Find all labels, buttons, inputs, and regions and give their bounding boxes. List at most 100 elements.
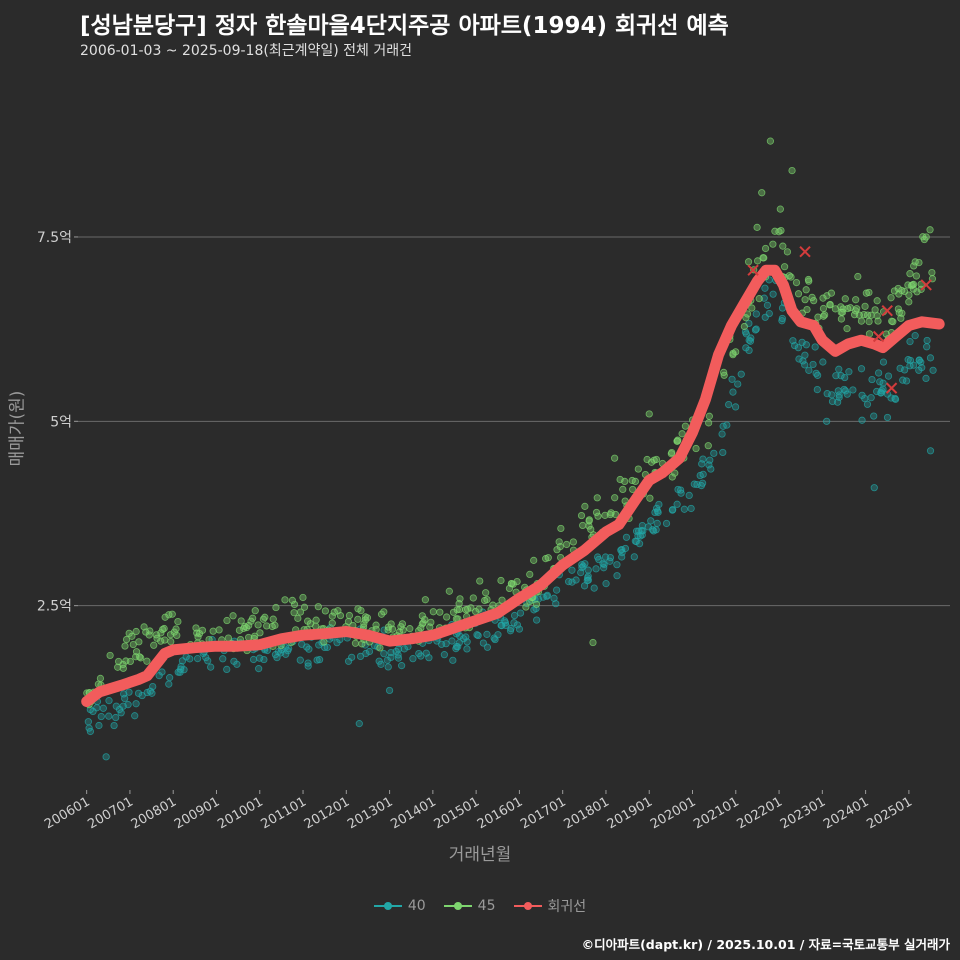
data-point-40	[394, 651, 402, 659]
data-point-45	[259, 615, 268, 623]
x-tick-label: 200901	[172, 794, 222, 832]
data-point-40	[685, 491, 693, 499]
data-point-45	[254, 621, 262, 629]
legend-item-regression[interactable]: 회귀선	[513, 896, 586, 916]
x-tick-label: 201901	[605, 794, 655, 832]
data-point-45	[557, 524, 565, 533]
data-point-45	[421, 596, 429, 604]
data-point-40	[125, 688, 133, 696]
data-point-45	[161, 636, 169, 644]
x-tick-label: 202501	[864, 794, 914, 832]
data-point-45	[251, 607, 259, 615]
data-point-45	[873, 312, 881, 320]
data-point-45	[732, 348, 740, 356]
data-point-40	[723, 421, 731, 429]
data-point-40	[474, 631, 482, 640]
data-point-40	[483, 630, 491, 638]
data-point-45	[509, 580, 517, 588]
data-point-40	[915, 356, 923, 364]
data-point-40	[230, 657, 238, 665]
data-point-40	[632, 527, 641, 535]
data-point-45	[397, 623, 405, 631]
data-point-40	[507, 625, 515, 633]
data-point-45	[643, 455, 651, 464]
x-tick-label: 201301	[345, 794, 395, 832]
data-point-45	[150, 641, 158, 649]
regression-line	[81, 264, 945, 707]
regression-marker	[747, 264, 759, 276]
data-point-45	[865, 330, 874, 338]
grid-lines	[78, 236, 950, 607]
data-point-40	[260, 655, 268, 664]
data-point-45	[166, 631, 175, 639]
data-point-40	[304, 659, 312, 667]
data-point-45	[843, 325, 851, 333]
x-tick-label: 201101	[259, 794, 309, 832]
data-point-40	[801, 351, 809, 359]
chart-subtitle: 2006-01-03 ~ 2025-09-18(최근계약일) 전체 거래건	[80, 43, 412, 59]
data-point-40	[746, 337, 755, 345]
data-point-40	[95, 721, 103, 730]
data-point-40	[552, 600, 560, 608]
data-point-40	[462, 633, 470, 641]
data-point-40	[638, 531, 646, 539]
data-point-40	[117, 709, 125, 717]
legend-item-40[interactable]: 40	[373, 896, 426, 916]
x-tick-label: 202101	[691, 794, 741, 832]
data-point-40	[174, 668, 182, 676]
data-point-40	[918, 364, 926, 372]
data-point-45	[592, 508, 601, 517]
data-point-45	[462, 606, 470, 614]
data-point-40	[618, 546, 626, 554]
data-point-40	[911, 332, 919, 340]
data-point-40	[565, 578, 573, 586]
data-point-45	[593, 494, 601, 502]
data-point-40	[543, 592, 551, 600]
data-point-45	[704, 442, 712, 450]
data-point-45	[585, 517, 593, 525]
data-point-45	[296, 608, 305, 616]
data-point-45	[646, 494, 654, 502]
data-point-40	[110, 721, 118, 730]
data-point-45	[498, 596, 506, 604]
data-point-45	[229, 612, 237, 620]
data-point-45	[761, 244, 770, 253]
data-point-45	[467, 604, 475, 612]
data-point-40	[148, 689, 156, 697]
data-point-40	[516, 609, 525, 617]
data-point-45	[290, 600, 299, 609]
data-point-45	[742, 314, 750, 322]
data-point-45	[146, 627, 154, 635]
data-point-45	[345, 611, 354, 620]
data-point-45	[469, 594, 477, 602]
data-point-40	[550, 594, 558, 602]
data-point-40	[751, 326, 760, 334]
data-point-40	[823, 417, 831, 425]
data-point-45	[705, 412, 713, 420]
data-point-40	[99, 704, 107, 712]
data-point-45	[380, 608, 388, 616]
y-tick-label: 7.5억	[37, 230, 72, 246]
legend-dot-40	[383, 902, 392, 910]
data-point-45	[611, 494, 619, 502]
data-point-40	[194, 655, 202, 663]
data-point-45	[363, 614, 372, 622]
data-point-40	[392, 647, 400, 656]
data-point-45	[788, 167, 796, 175]
data-point-45	[787, 273, 795, 281]
data-point-45	[387, 620, 395, 628]
data-point-45	[755, 295, 763, 303]
data-point-45	[748, 304, 756, 312]
data-point-45	[775, 228, 783, 236]
data-point-45	[594, 512, 602, 520]
data-point-40	[813, 386, 821, 394]
data-point-45	[312, 616, 320, 624]
data-point-40	[929, 366, 937, 374]
data-point-40	[425, 654, 433, 662]
data-point-45	[237, 617, 245, 625]
data-point-40	[398, 662, 406, 670]
data-point-40	[805, 366, 813, 374]
data-point-45	[542, 555, 550, 563]
legend-item-45[interactable]: 45	[443, 896, 496, 916]
